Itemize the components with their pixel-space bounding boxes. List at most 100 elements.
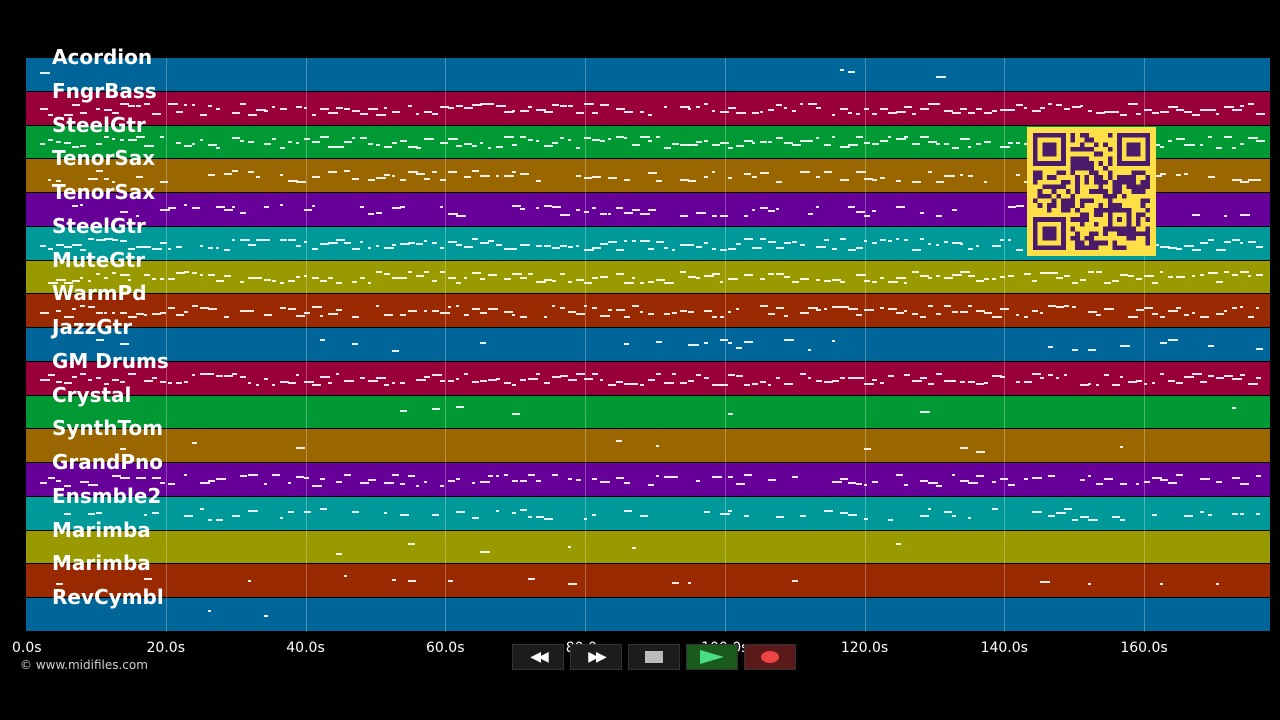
note [672, 582, 679, 585]
track-row[interactable] [26, 91, 1270, 125]
note [520, 378, 526, 381]
note [912, 143, 920, 146]
note [432, 171, 437, 174]
note [392, 473, 399, 476]
note [240, 102, 246, 105]
note [1056, 511, 1066, 514]
note [200, 481, 210, 484]
rewind-button[interactable]: ◀◀ [512, 644, 564, 670]
note [808, 102, 817, 105]
note [360, 277, 365, 280]
note [936, 75, 946, 78]
gridline [1004, 58, 1006, 632]
track-row[interactable] [26, 294, 1270, 328]
note [928, 507, 931, 510]
note [632, 208, 640, 211]
track-row[interactable] [26, 395, 1270, 429]
note [864, 517, 868, 520]
note [944, 379, 954, 382]
time-tick-label: 0.0s [12, 640, 42, 656]
note [1032, 476, 1042, 479]
note [1064, 275, 1070, 278]
note [696, 479, 700, 482]
fast-forward-button[interactable]: ▶▶ [570, 644, 622, 670]
note [1096, 482, 1103, 485]
note [736, 111, 746, 114]
note [96, 143, 102, 146]
note [1240, 143, 1244, 146]
note [832, 279, 841, 282]
play-button[interactable] [686, 644, 738, 670]
note [1040, 312, 1043, 315]
note [544, 316, 547, 319]
note [1200, 241, 1208, 244]
note [368, 478, 376, 481]
track-label: WarmPd [52, 281, 147, 306]
note [400, 277, 407, 280]
note [528, 105, 532, 108]
note [704, 376, 709, 379]
note [144, 102, 150, 105]
note [232, 514, 240, 517]
note [264, 279, 271, 282]
track-row[interactable] [26, 564, 1270, 598]
track-row[interactable] [26, 530, 1270, 564]
note [1016, 204, 1024, 207]
note [576, 208, 580, 211]
note [560, 213, 570, 216]
note [1192, 312, 1195, 315]
note [1232, 147, 1236, 150]
track-row[interactable] [26, 328, 1270, 361]
note [824, 509, 833, 512]
record-button[interactable] [744, 644, 796, 670]
track-row[interactable] [26, 429, 1270, 463]
note [624, 342, 629, 345]
note [1152, 476, 1162, 479]
note [824, 380, 833, 383]
note [1256, 307, 1259, 310]
note [120, 380, 125, 383]
note [536, 140, 539, 143]
note [968, 481, 978, 484]
track-row[interactable] [26, 260, 1270, 294]
note [616, 309, 625, 312]
note [600, 378, 603, 381]
note [80, 305, 85, 308]
note [568, 378, 577, 381]
note [192, 143, 195, 146]
note [208, 479, 215, 482]
note [920, 275, 929, 278]
note [1160, 271, 1163, 274]
note [1104, 282, 1111, 285]
note [680, 381, 687, 384]
stop-icon [645, 651, 663, 663]
track-label: RevCymbl [52, 585, 164, 610]
note [1248, 382, 1258, 385]
note [512, 109, 515, 112]
note [248, 243, 256, 246]
note [112, 111, 119, 114]
note [744, 214, 748, 217]
track-row[interactable] [26, 463, 1270, 496]
note [592, 139, 600, 142]
track-row[interactable] [26, 598, 1270, 631]
track-row[interactable] [26, 361, 1270, 395]
track-row[interactable] [26, 496, 1270, 530]
track-label: GrandPno [52, 450, 163, 475]
stop-button[interactable] [628, 644, 680, 670]
note [1160, 110, 1169, 113]
note [120, 476, 130, 479]
piano-roll[interactable] [26, 58, 1270, 632]
note [288, 180, 298, 183]
note [472, 272, 481, 275]
note [624, 137, 627, 140]
note [480, 102, 490, 105]
note [696, 211, 706, 214]
note [480, 142, 483, 145]
note [496, 509, 499, 512]
note [744, 274, 753, 277]
track-row[interactable] [26, 58, 1270, 91]
note [256, 383, 259, 386]
note [464, 106, 473, 109]
note [664, 475, 673, 478]
